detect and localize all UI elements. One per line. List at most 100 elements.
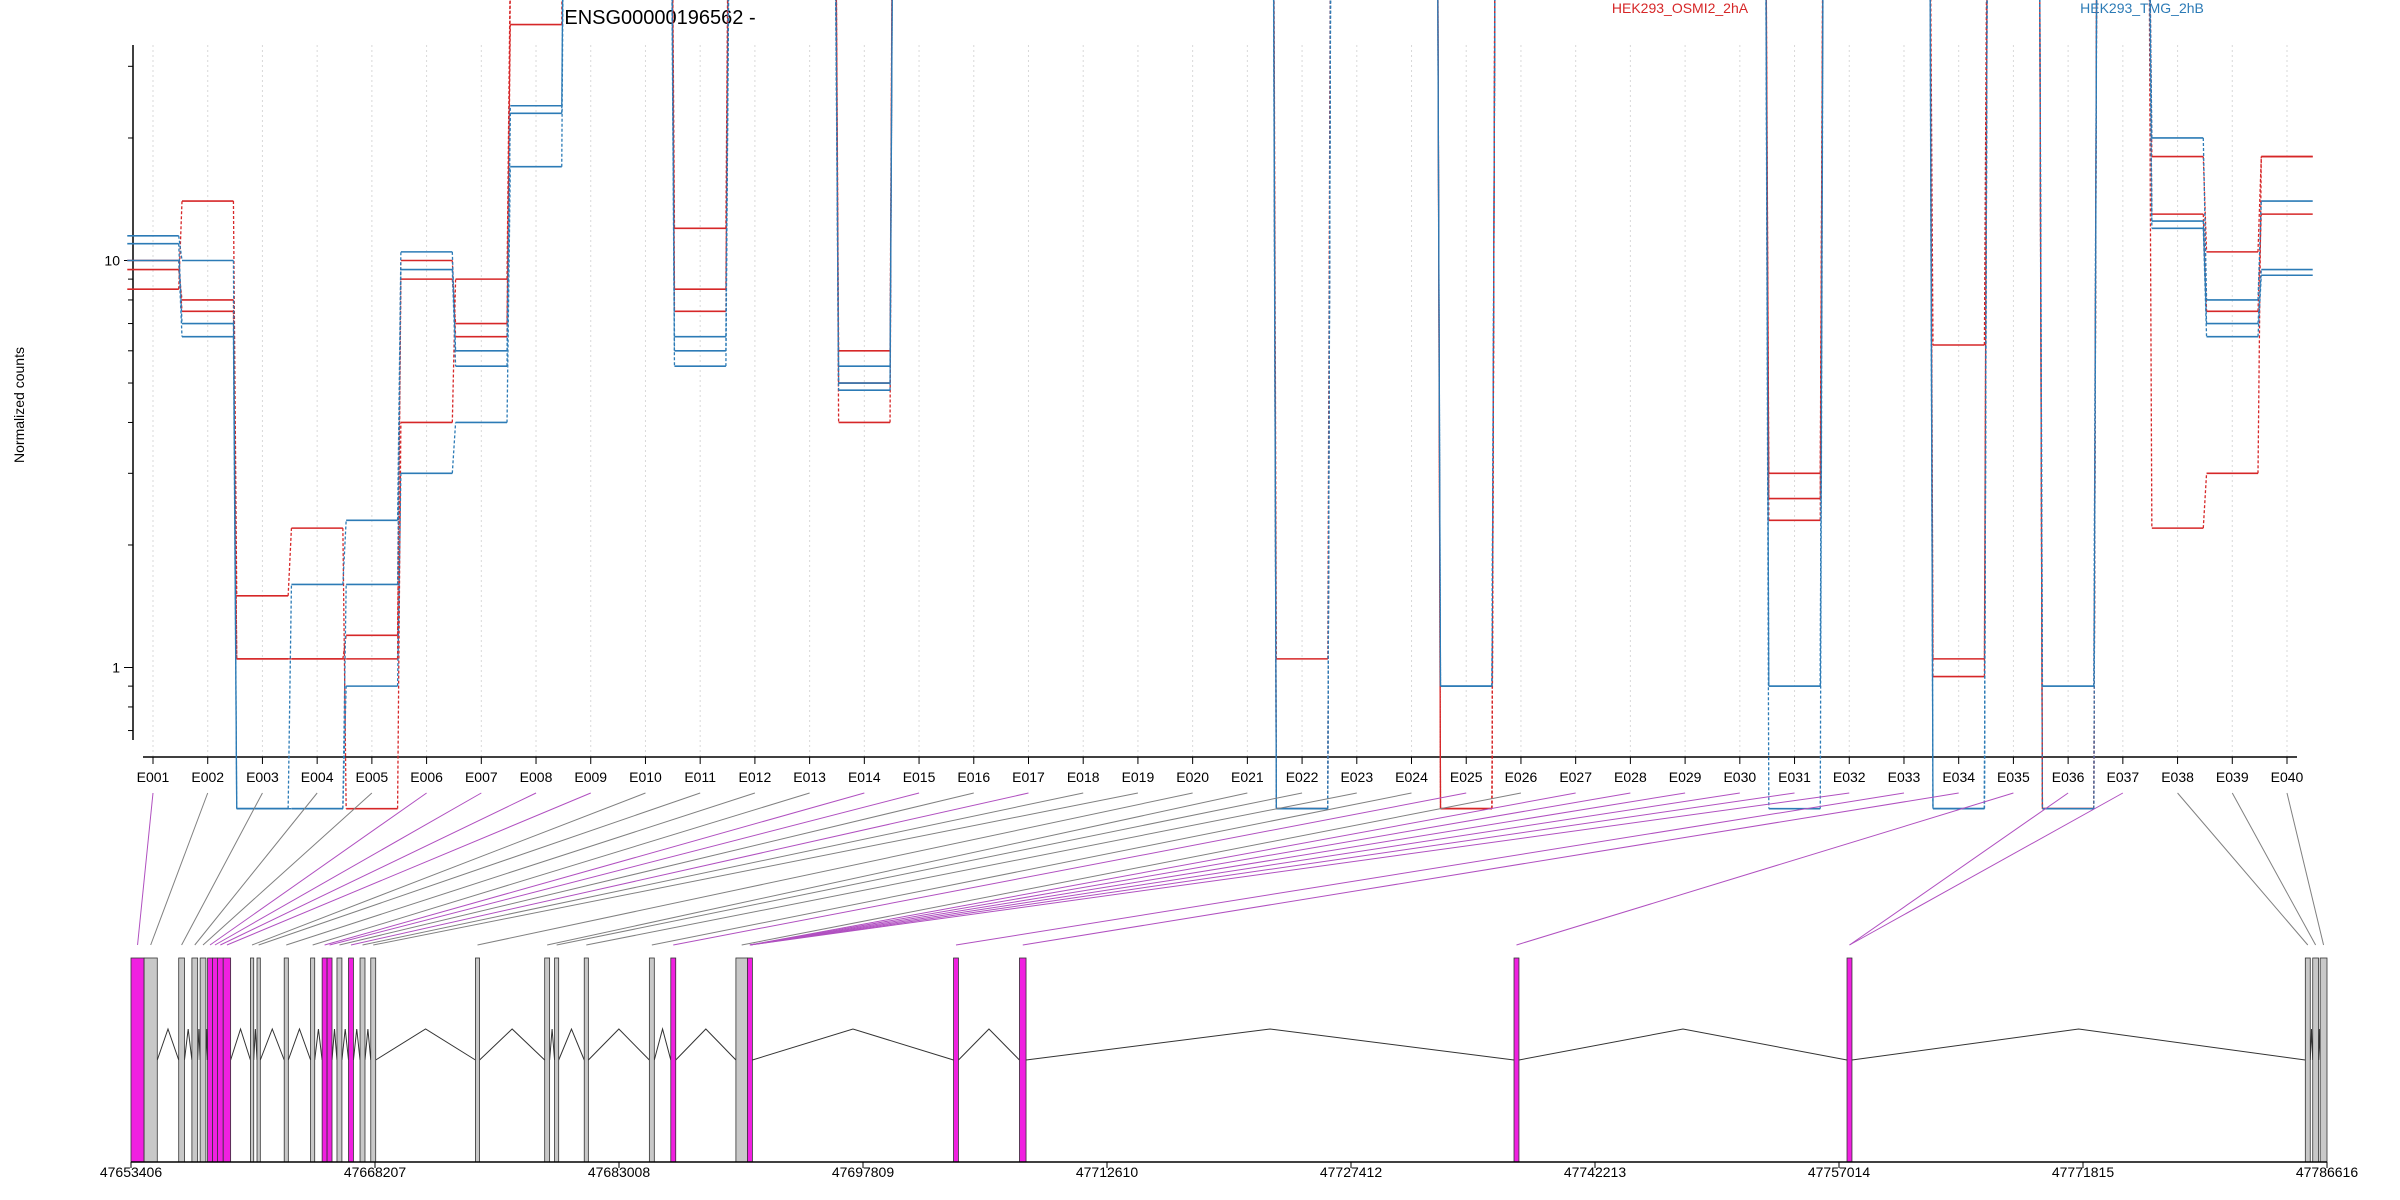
x-tick-label: E039 — [2216, 769, 2249, 785]
exon-box — [1846, 957, 1853, 1163]
data-connector — [2257, 201, 2262, 300]
exon-connector-lines — [137, 792, 2325, 946]
intron-line — [287, 1027, 312, 1061]
data-connector — [2149, 0, 2153, 229]
x-tick-label: E018 — [1067, 769, 1100, 785]
data-connector — [178, 243, 183, 324]
data-connector — [2257, 275, 2262, 337]
x-tick-label: E008 — [520, 769, 553, 785]
intron-line — [958, 1028, 1020, 1061]
data-connector — [1929, 0, 1934, 809]
data-connector — [396, 269, 402, 585]
exon-box — [217, 957, 224, 1163]
data-connector — [451, 269, 457, 367]
exon-connector — [194, 792, 318, 946]
data-connector — [506, 113, 511, 367]
exon-box — [2304, 957, 2311, 1163]
exon-connector — [673, 792, 1467, 946]
exon-connector — [556, 792, 1303, 946]
exon-box — [370, 957, 377, 1163]
data-connector — [671, 0, 676, 367]
exon-box — [583, 957, 589, 1163]
x-tick-label: E027 — [1559, 769, 1592, 785]
x-tick-label: E033 — [1888, 769, 1921, 785]
data-connector — [1930, 0, 1934, 346]
exon-box — [475, 957, 480, 1163]
exon-box — [130, 957, 145, 1163]
exon-box — [359, 957, 366, 1163]
exon-connector — [137, 792, 154, 946]
intron-line — [253, 1028, 258, 1061]
exon-box — [191, 957, 199, 1163]
x-tick-label: E026 — [1505, 769, 1538, 785]
x-gridlines — [152, 45, 2288, 757]
exon-box — [321, 957, 328, 1163]
data-connector — [1983, 0, 1988, 809]
exon-connector — [226, 792, 591, 946]
exon-connector — [1516, 792, 2014, 946]
data-connector — [1491, 0, 1496, 687]
exon-box — [207, 957, 213, 1163]
y-axis-label: Normalized counts — [11, 347, 27, 463]
x-tick-label: E013 — [793, 769, 826, 785]
exon-connector — [324, 792, 865, 946]
x-tick-label: E007 — [465, 769, 498, 785]
exon-box — [735, 957, 748, 1163]
data-connector — [178, 260, 183, 337]
data-connector — [889, 0, 893, 384]
exon-box — [336, 957, 343, 1163]
data-connector — [2257, 214, 2262, 312]
x-tick-label: E011 — [684, 769, 716, 785]
data-connector — [1765, 0, 1770, 809]
exon-connector — [477, 792, 1193, 946]
y-tick-label: 1 — [112, 660, 120, 676]
data-connector — [342, 686, 347, 809]
exon-connector — [1849, 792, 2069, 946]
intron-line — [1025, 1028, 1515, 1061]
data-connector — [2202, 137, 2208, 300]
data-connector — [451, 251, 457, 351]
exon-connector — [202, 792, 373, 946]
exon-connector — [286, 792, 756, 946]
exon-connector — [258, 792, 701, 946]
x-tick-label: E022 — [1286, 769, 1319, 785]
exon-box — [256, 957, 261, 1163]
x-tick-label: E036 — [2052, 769, 2085, 785]
data-connector — [1327, 0, 1331, 659]
data-connector — [2148, 0, 2153, 529]
data-connector — [2257, 156, 2262, 474]
exon-box — [2312, 957, 2319, 1163]
x-tick-label: E021 — [1231, 769, 1264, 785]
gene-axis-label: 47668207 — [344, 1164, 407, 1180]
exon-connector — [749, 792, 1576, 946]
x-tick-label: E031 — [1778, 769, 1811, 785]
exon-connector — [312, 792, 810, 946]
data-connector — [2039, 0, 2044, 809]
exon-box — [326, 957, 333, 1163]
data-connector — [178, 235, 183, 261]
data-connector — [2039, 0, 2044, 809]
x-tick-label: E015 — [903, 769, 936, 785]
data-connector — [1437, 0, 1442, 687]
data-connector — [561, 0, 564, 167]
exon-connector — [749, 792, 1686, 946]
x-tick-label: E038 — [2161, 769, 2194, 785]
exon-connector — [955, 792, 1905, 946]
exon-connector — [350, 792, 1029, 946]
intron-line — [197, 1028, 201, 1061]
exon-connector — [251, 792, 646, 946]
x-tick-label: E029 — [1669, 769, 1702, 785]
exon-box — [283, 957, 289, 1163]
data-connector — [506, 166, 511, 423]
data-connector — [232, 336, 238, 809]
exon-connector — [362, 792, 1084, 946]
exon-box — [222, 957, 232, 1163]
exon-connector — [749, 792, 1795, 946]
intron-line — [352, 1028, 361, 1061]
exon-connector — [339, 792, 974, 946]
data-connector — [1327, 0, 1332, 809]
exon-box — [2319, 957, 2328, 1163]
x-tick-label: E017 — [1012, 769, 1045, 785]
data-connector — [342, 520, 347, 585]
data-connector — [1819, 0, 1824, 474]
